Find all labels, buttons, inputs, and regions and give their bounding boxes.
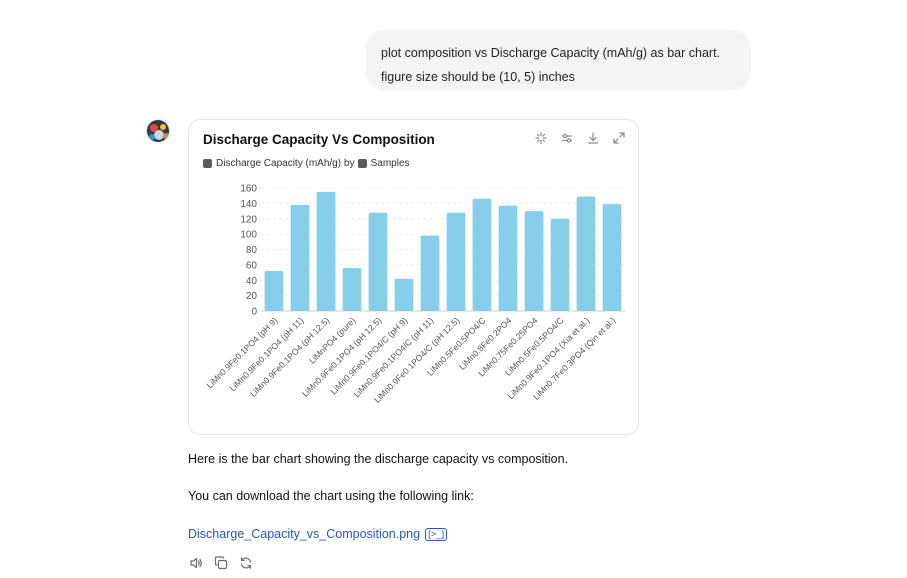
- y-tick-label: 40: [246, 276, 258, 287]
- user-message-bubble: plot composition vs Discharge Capacity (…: [366, 30, 751, 90]
- user-message-line-1: plot composition vs Discharge Capacity (…: [381, 46, 721, 60]
- bar: [576, 196, 596, 311]
- chart-title: Discharge Capacity Vs Composition: [203, 132, 435, 147]
- bar: [420, 235, 440, 311]
- y-tick-label: 0: [251, 307, 257, 318]
- subtitle-by: by: [344, 158, 355, 169]
- bar: [316, 191, 336, 311]
- chart-subtitle: Discharge Capacity (mAh/g) by Samples: [203, 158, 410, 169]
- regenerate-icon[interactable]: [238, 555, 253, 570]
- message-actions: [188, 555, 253, 570]
- download-link-text[interactable]: Discharge_Capacity_vs_Composition.png: [188, 527, 421, 541]
- read-aloud-icon[interactable]: [188, 555, 203, 570]
- y-tick-label: 20: [246, 291, 258, 302]
- chart-card: Discharge Capacity Vs Composition: [188, 119, 639, 435]
- y-tick-label: 120: [240, 214, 257, 225]
- bar: [550, 218, 570, 311]
- bar: [394, 278, 414, 311]
- response-text-1: Here is the bar chart showing the discha…: [188, 452, 569, 466]
- download-icon[interactable]: [586, 131, 600, 145]
- bar: [498, 205, 518, 311]
- y-tick-label: 140: [240, 199, 257, 210]
- y-tick-label: 60: [246, 260, 258, 271]
- y-tick-label: 80: [246, 245, 258, 256]
- bar: [446, 212, 466, 311]
- bar: [472, 198, 492, 311]
- response-text-2: You can download the chart using the fol…: [188, 489, 474, 503]
- y-tick-label: 160: [240, 184, 257, 195]
- sparkle-icon[interactable]: [534, 131, 548, 145]
- y-tick-label: 100: [240, 230, 257, 241]
- y-field-icon: [203, 159, 212, 168]
- bar: [368, 212, 388, 311]
- code-interpreter-icon[interactable]: [>_]: [425, 527, 448, 541]
- bar: [342, 267, 362, 311]
- expand-icon[interactable]: [612, 131, 626, 145]
- sliders-icon[interactable]: [560, 131, 574, 145]
- download-link[interactable]: Discharge_Capacity_vs_Composition.png [>…: [188, 527, 448, 541]
- bar: [264, 271, 284, 311]
- copy-icon[interactable]: [213, 555, 228, 570]
- assistant-avatar: [146, 119, 170, 143]
- chart-toolbar: [534, 131, 626, 145]
- x-field-icon: [357, 159, 367, 168]
- subtitle-x-field: Samples: [370, 158, 410, 169]
- bar: [524, 211, 544, 311]
- bar: [602, 204, 622, 311]
- bar: [290, 204, 310, 311]
- user-message-line-2: figure size should be (10, 5) inches: [381, 70, 575, 84]
- subtitle-y-field: Discharge Capacity (mAh/g): [216, 158, 342, 169]
